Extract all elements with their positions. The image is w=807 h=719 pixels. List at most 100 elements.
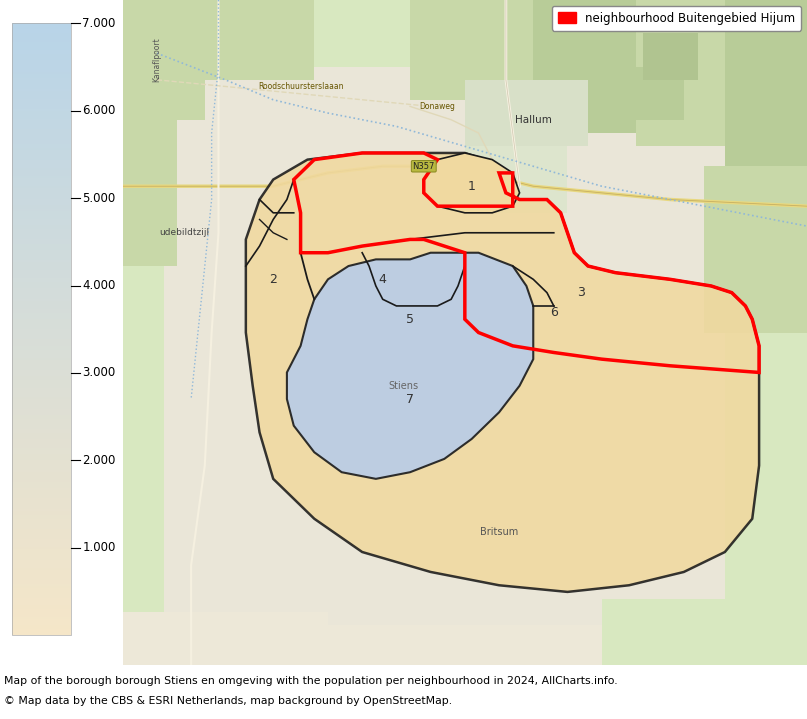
Bar xyxy=(12,337,71,339)
Bar xyxy=(12,135,71,137)
Bar xyxy=(12,462,71,464)
Bar xyxy=(12,262,71,264)
Bar xyxy=(12,360,71,362)
Polygon shape xyxy=(410,0,533,100)
Bar xyxy=(12,105,71,107)
Bar xyxy=(12,301,71,303)
Bar xyxy=(12,109,71,111)
Bar xyxy=(12,115,71,117)
Text: 1.000: 1.000 xyxy=(82,541,115,554)
Polygon shape xyxy=(725,532,807,665)
Bar xyxy=(12,421,71,423)
Bar xyxy=(12,284,71,286)
Bar xyxy=(12,439,71,441)
Bar xyxy=(12,113,71,115)
Bar xyxy=(12,317,71,319)
Bar xyxy=(12,551,71,554)
Bar xyxy=(12,488,71,490)
Bar xyxy=(12,334,71,335)
Bar xyxy=(12,122,71,123)
Bar xyxy=(12,235,71,237)
Bar xyxy=(12,154,71,156)
Polygon shape xyxy=(465,80,588,147)
Bar xyxy=(12,633,71,635)
Bar xyxy=(12,315,71,317)
Bar xyxy=(12,274,71,276)
Bar xyxy=(12,570,71,572)
Bar xyxy=(12,525,71,527)
Bar xyxy=(12,535,71,537)
Bar xyxy=(12,386,71,388)
Bar xyxy=(12,617,71,619)
Bar xyxy=(12,76,71,78)
Bar xyxy=(12,101,71,103)
Bar xyxy=(12,168,71,170)
Text: Britsum: Britsum xyxy=(480,527,518,537)
Polygon shape xyxy=(123,0,205,120)
Bar xyxy=(12,625,71,627)
Bar xyxy=(12,178,71,180)
Bar xyxy=(12,198,71,201)
Bar xyxy=(12,96,71,99)
Bar xyxy=(12,258,71,260)
Bar xyxy=(12,629,71,631)
Bar xyxy=(12,596,71,598)
Bar xyxy=(12,398,71,400)
Bar xyxy=(12,549,71,551)
Bar xyxy=(12,81,71,83)
Text: 1: 1 xyxy=(468,180,475,193)
Bar xyxy=(12,264,71,266)
Bar xyxy=(12,95,71,96)
Bar xyxy=(12,588,71,590)
Bar xyxy=(12,470,71,472)
Text: 3.000: 3.000 xyxy=(82,367,115,380)
Bar xyxy=(12,384,71,386)
Bar xyxy=(12,496,71,498)
Bar xyxy=(12,127,71,129)
Bar xyxy=(12,482,71,484)
Bar xyxy=(12,293,71,295)
Bar xyxy=(12,541,71,544)
Text: N357: N357 xyxy=(412,162,435,171)
Bar xyxy=(12,378,71,380)
Bar xyxy=(12,466,71,468)
Bar xyxy=(12,307,71,309)
Bar xyxy=(12,134,71,135)
Bar xyxy=(12,459,71,462)
Bar xyxy=(12,610,71,613)
Bar xyxy=(12,278,71,280)
Bar xyxy=(12,554,71,556)
Bar xyxy=(12,44,71,46)
Text: 5.000: 5.000 xyxy=(82,191,115,205)
Bar xyxy=(12,150,71,152)
Bar xyxy=(12,476,71,478)
Bar xyxy=(12,227,71,229)
Bar xyxy=(12,370,71,372)
Bar xyxy=(12,209,71,211)
Bar xyxy=(12,225,71,227)
Bar xyxy=(12,184,71,186)
Bar xyxy=(12,23,71,635)
Bar xyxy=(12,509,71,510)
Bar xyxy=(12,395,71,396)
Bar xyxy=(12,344,71,346)
Bar xyxy=(12,164,71,166)
Bar xyxy=(12,586,71,588)
Bar xyxy=(12,390,71,393)
Bar xyxy=(12,111,71,113)
Bar xyxy=(12,335,71,337)
Bar xyxy=(12,52,71,54)
Bar xyxy=(12,139,71,142)
Bar xyxy=(12,444,71,446)
Bar xyxy=(12,244,71,246)
Bar xyxy=(12,425,71,427)
Bar xyxy=(12,452,71,454)
Bar xyxy=(12,529,71,531)
Polygon shape xyxy=(424,153,520,213)
Bar xyxy=(12,288,71,290)
Bar xyxy=(12,74,71,76)
Bar xyxy=(12,84,71,86)
Bar xyxy=(12,427,71,429)
Bar xyxy=(12,254,71,256)
Bar xyxy=(12,619,71,621)
